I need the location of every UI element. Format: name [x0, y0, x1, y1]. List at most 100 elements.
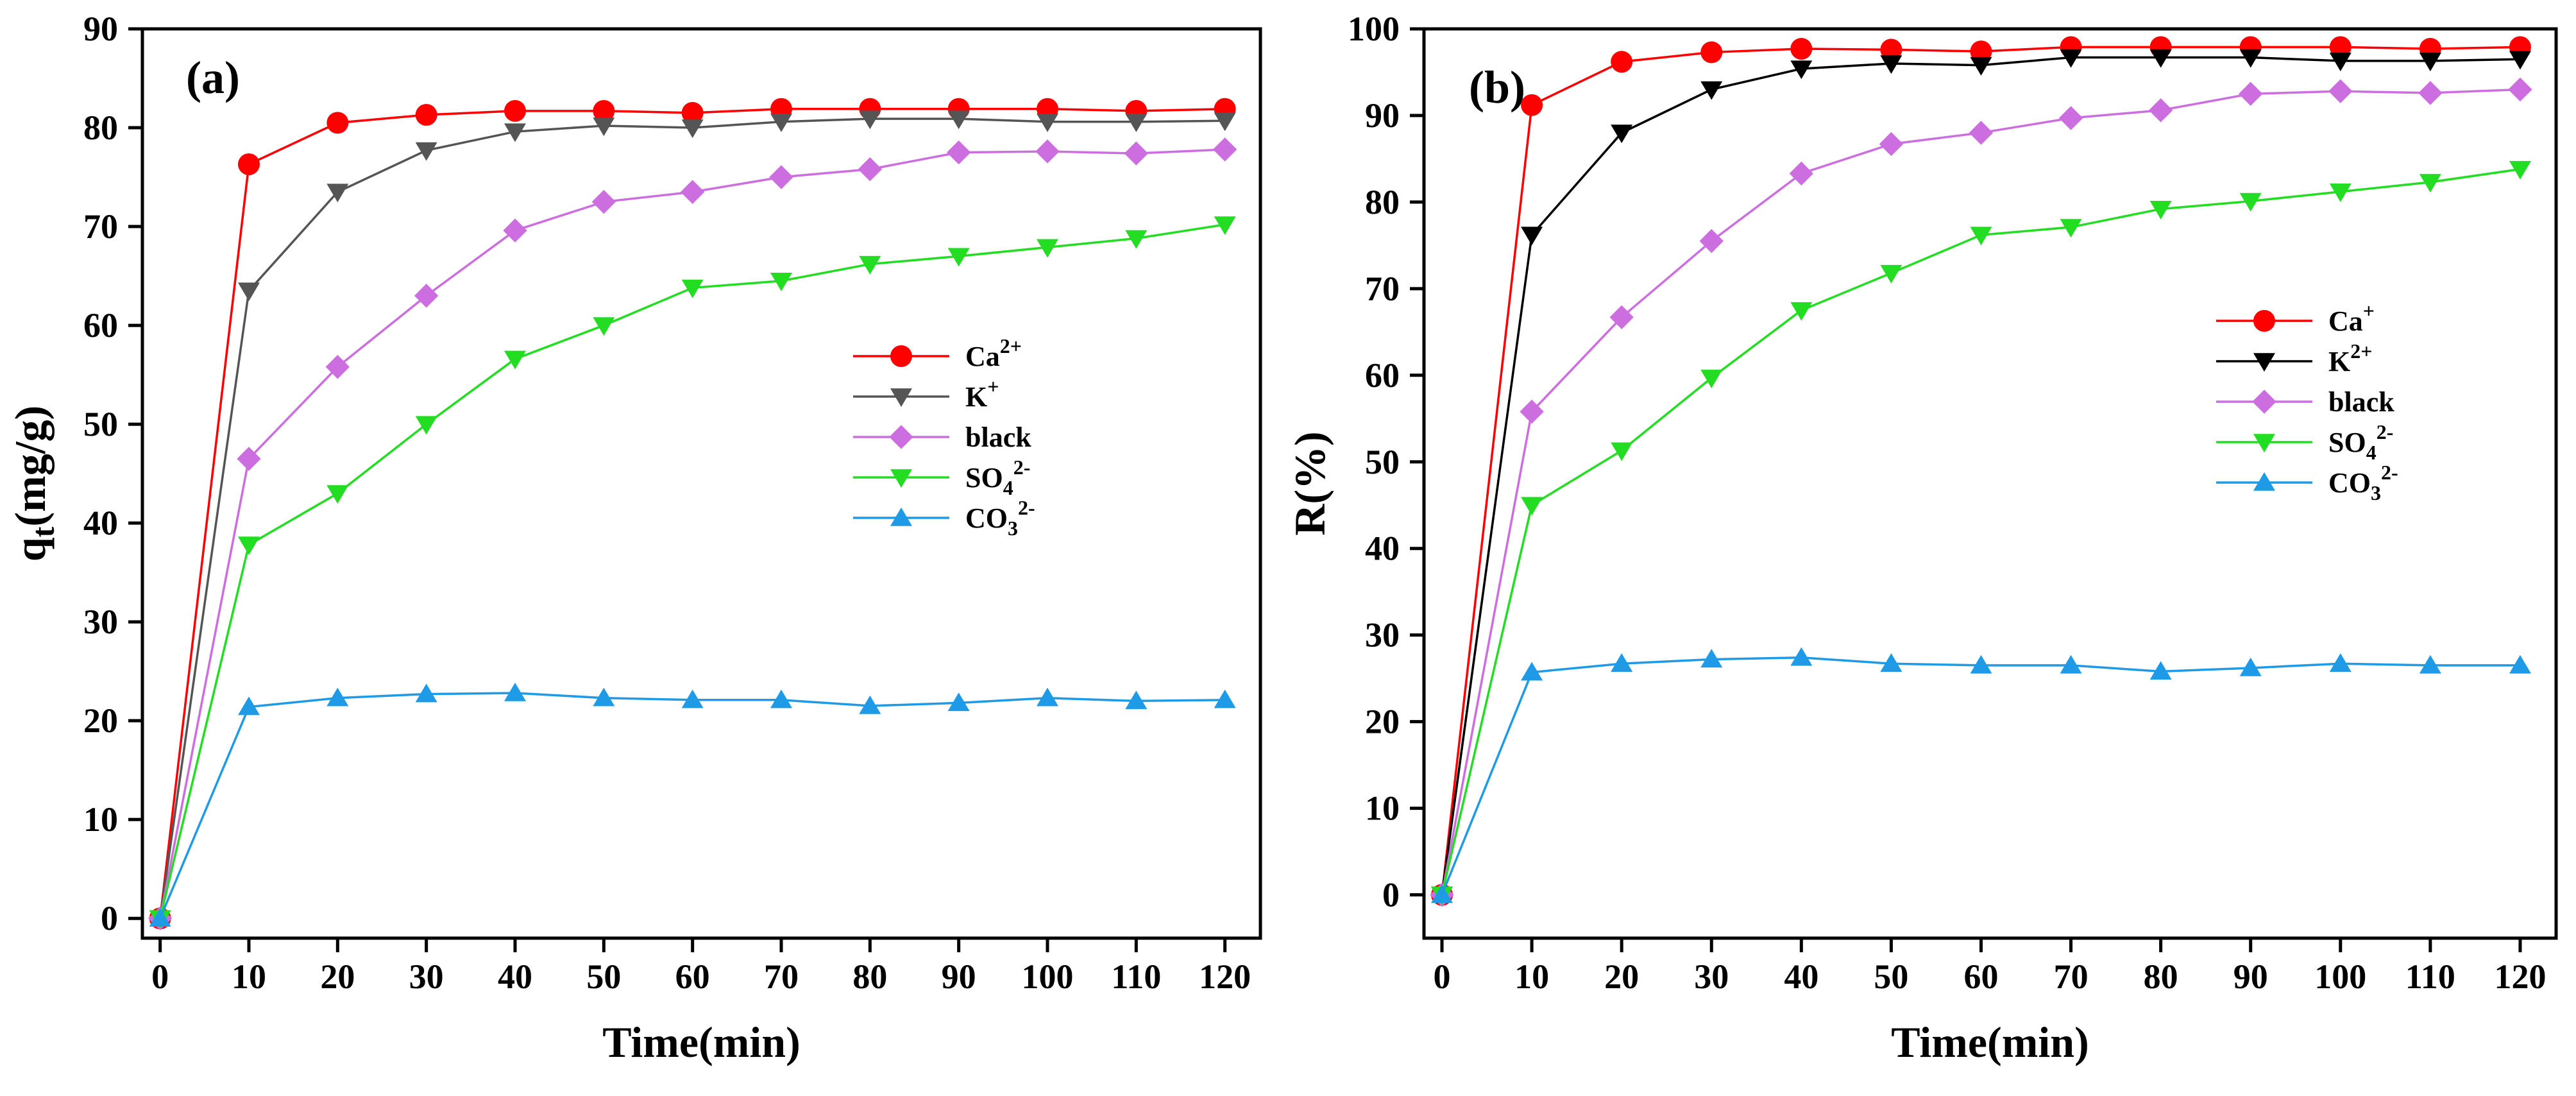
data-point — [680, 180, 705, 204]
legend-marker — [890, 507, 912, 526]
data-point — [325, 355, 350, 379]
panel-b: 0 10 20 30 40 50 60 70 80 90 100 110 120 0 10 20 30 40 50 6… — [1285, 10, 2558, 1066]
y-tick-label: 80 — [83, 108, 118, 147]
data-point — [1611, 124, 1633, 144]
x-tick-label: 70 — [764, 957, 799, 996]
data-point — [2329, 653, 2351, 672]
x-tick-label: 0 — [151, 957, 169, 996]
data-point — [1879, 132, 1904, 157]
y-tick-label: 30 — [1365, 616, 1400, 655]
data-point — [2149, 661, 2172, 680]
data-point — [2509, 51, 2531, 70]
x-tick-label: 60 — [1963, 957, 1998, 996]
data-point — [2060, 655, 2082, 674]
data-point — [1611, 653, 1633, 672]
x-axis-label: Time(min) — [1891, 1018, 2089, 1066]
legend-marker — [890, 469, 912, 488]
data-point — [947, 692, 970, 712]
x-tick-label: 110 — [1111, 957, 1161, 996]
data-point — [859, 255, 881, 275]
series-Ca2+ — [149, 98, 1236, 930]
series-K+ — [149, 110, 1236, 929]
panel-label: (a) — [186, 52, 240, 103]
data-point — [1880, 39, 1902, 61]
data-point — [593, 117, 615, 137]
data-point — [2329, 36, 2351, 58]
legend-marker — [2253, 472, 2275, 491]
data-point — [1880, 55, 1902, 74]
data-point — [681, 279, 704, 298]
y-tick-label: 0 — [1382, 876, 1400, 914]
panel-label: (b) — [1469, 62, 1525, 113]
data-point — [1521, 662, 1543, 681]
legend-item: SO42- — [2216, 420, 2393, 464]
data-point — [2329, 183, 2351, 202]
x-tick-label: 30 — [1694, 957, 1729, 996]
data-point — [1700, 41, 1723, 64]
legend-item: CO32- — [853, 496, 1035, 540]
data-point — [504, 682, 526, 701]
data-point — [238, 282, 260, 302]
y-tick-label: 60 — [1365, 356, 1400, 395]
series-line — [159, 692, 1225, 919]
data-point — [2239, 657, 2262, 676]
data-point — [2418, 81, 2443, 105]
y-tick-label: 10 — [1365, 789, 1400, 828]
x-tick-label: 40 — [498, 957, 532, 996]
data-point — [326, 112, 349, 134]
legend-marker — [2253, 353, 2275, 372]
legend-label: Ca2+ — [965, 334, 1022, 372]
legend-label: CO32- — [965, 496, 1035, 540]
data-point — [1790, 647, 1813, 666]
data-point — [947, 248, 970, 267]
data-point — [2508, 77, 2532, 102]
series-SO42- — [149, 216, 1236, 929]
series-CO32- — [149, 682, 1236, 927]
data-point — [326, 485, 349, 504]
x-tick-label: 70 — [2054, 957, 2089, 996]
x-tick-label: 90 — [2233, 957, 2268, 996]
data-point — [1125, 690, 1148, 710]
legend-label: CO32- — [2328, 461, 2398, 504]
y-tick-label: 70 — [83, 207, 118, 246]
plot-frame — [140, 27, 1262, 940]
series-line — [158, 223, 1225, 919]
data-point — [238, 696, 260, 715]
data-point — [770, 273, 792, 291]
y-tick-label: 40 — [83, 504, 118, 542]
data-point — [2149, 49, 2172, 68]
panel-a: 0 10 20 30 40 50 60 70 80 90 100 110 120 0 10 20 30 40 50 6… — [6, 10, 1262, 1066]
y-tick-label: 60 — [83, 306, 118, 345]
data-point — [2239, 49, 2262, 68]
data-point — [2509, 160, 2531, 180]
data-point — [1699, 228, 1724, 253]
y-tick-label: 30 — [83, 603, 118, 641]
data-point — [1611, 442, 1633, 461]
data-point — [681, 101, 704, 124]
x-tick-label: 90 — [942, 957, 976, 996]
legend-marker — [890, 388, 912, 407]
series-line — [1441, 656, 2520, 896]
y-tick-label: 20 — [83, 701, 118, 740]
series-black — [148, 137, 1237, 930]
data-point — [238, 153, 260, 176]
legend-item: black — [853, 422, 1031, 453]
y-axis-label: R(%) — [1285, 431, 1334, 535]
data-point — [2148, 98, 2173, 123]
y-tick-label: 100 — [1348, 10, 1400, 48]
data-point — [1214, 112, 1236, 132]
legend-item: SO42- — [853, 456, 1030, 499]
series-CO32- — [1431, 647, 2531, 903]
y-tick-label: 20 — [1365, 703, 1400, 741]
data-point — [2149, 200, 2172, 219]
x-tick-label: 0 — [1434, 957, 1451, 996]
x-tick-label: 110 — [2405, 957, 2455, 996]
legend-label: black — [2328, 386, 2394, 418]
y-tick-label: 70 — [1365, 270, 1400, 308]
data-point — [1700, 81, 1723, 100]
data-point — [415, 416, 437, 435]
y-tick-label: 40 — [1365, 529, 1400, 568]
data-point — [326, 687, 349, 706]
